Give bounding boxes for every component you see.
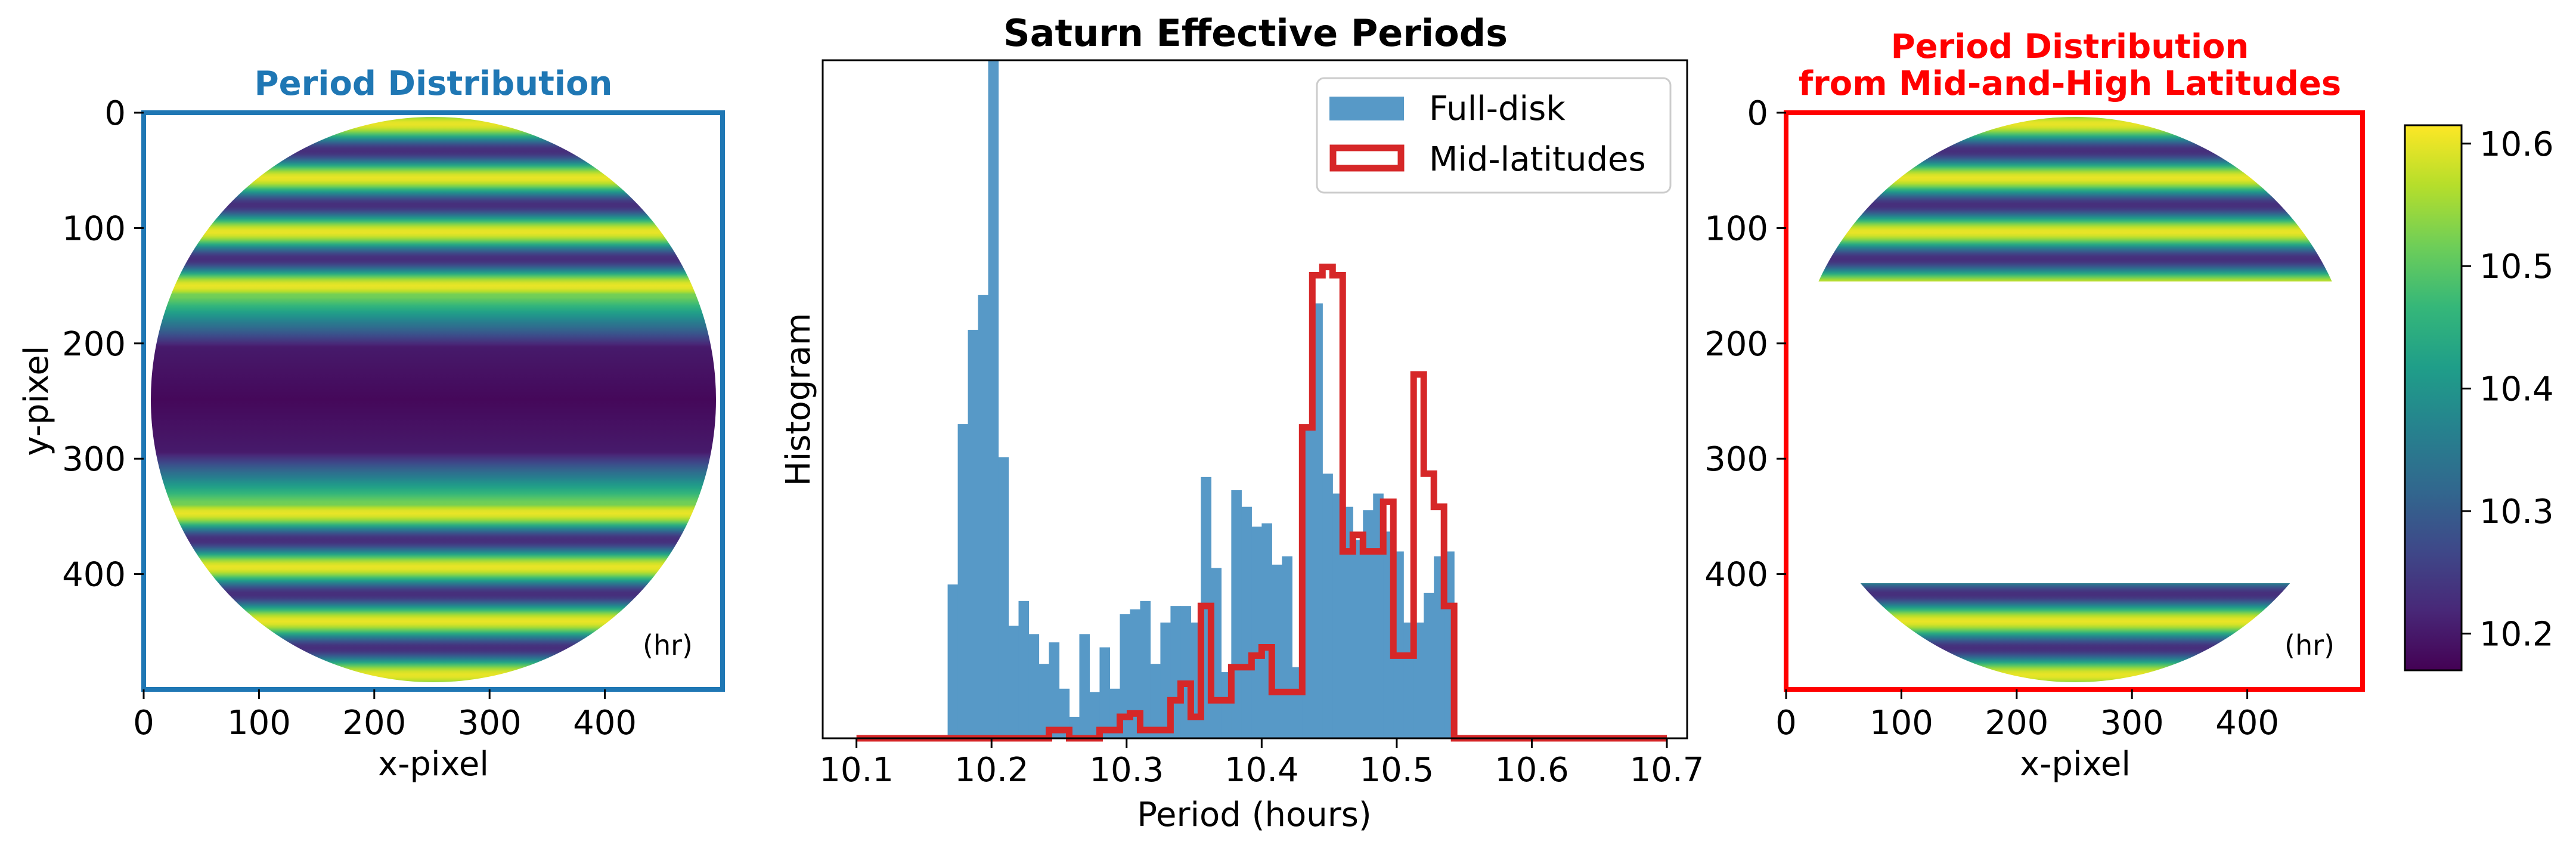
- full-disk-bar: [1424, 592, 1434, 738]
- full-disk-bar: [978, 295, 989, 738]
- full-disk-bar: [1049, 642, 1060, 738]
- x-tick-label: 10.7: [1630, 751, 1704, 790]
- left-ylabel: y-pixel: [17, 346, 56, 456]
- y-tick-label: 100: [62, 209, 126, 248]
- left-title: Period Distribution: [255, 64, 613, 103]
- x-tick-label: 10.1: [819, 751, 894, 790]
- colorbar-tick-label: 10.5: [2479, 247, 2554, 286]
- right-x-ticks: 0 100 200 300 400: [1775, 689, 2279, 742]
- histogram-ylabel: Histogram: [779, 313, 818, 487]
- y-tick-label: 400: [62, 556, 126, 595]
- right-title-line-1: Period Distribution: [1891, 27, 2249, 66]
- x-tick-label: 10.3: [1089, 751, 1164, 790]
- left-xlabel: x-pixel: [378, 745, 489, 784]
- x-tick-label: 0: [133, 704, 154, 742]
- full-disk-bar: [957, 424, 969, 738]
- right-frame: [1784, 110, 2365, 692]
- y-tick-label: 0: [104, 94, 126, 133]
- y-tick-label: 200: [62, 325, 126, 364]
- full-disk-bar: [1059, 688, 1070, 738]
- colorbar-gradient: [2404, 124, 2463, 671]
- colorbar-tick-label: 10.2: [2479, 615, 2554, 654]
- full-disk-bar: [998, 457, 1009, 738]
- left-frame: [141, 110, 725, 692]
- histogram-legend: Full-disk Mid-latitudes: [1316, 77, 1672, 194]
- right-panel: Period Distribution from Mid-and-High La…: [1704, 27, 2365, 784]
- right-y-ticks: 0 100 200 300 400: [1704, 94, 1786, 595]
- full-disk-bar: [947, 584, 959, 738]
- x-tick-label: 400: [2215, 704, 2279, 742]
- full-disk-bar: [1353, 540, 1363, 738]
- full-disk-bar: [1120, 614, 1131, 738]
- x-tick-label: 10.5: [1360, 751, 1434, 790]
- y-tick-label: 100: [1704, 209, 1768, 248]
- legend-box: [1316, 77, 1672, 194]
- full-disk-bar: [1322, 474, 1333, 738]
- full-disk-bar: [1261, 523, 1272, 738]
- y-tick-label: 300: [1704, 440, 1768, 479]
- full-disk-bar: [1039, 664, 1050, 738]
- full-disk-bar: [1140, 601, 1151, 738]
- colorbar-tick-label: 10.6: [2479, 125, 2554, 164]
- full-disk-bar: [968, 330, 979, 738]
- full-disk-bar: [988, 60, 999, 738]
- left-disk: [151, 117, 716, 682]
- x-tick-label: 300: [458, 704, 522, 742]
- legend-label-mid-latitudes: Mid-latitudes: [1429, 140, 1646, 179]
- x-tick-label: 100: [1870, 704, 1933, 742]
- right-xlabel: x-pixel: [2020, 745, 2131, 784]
- legend-swatch-full-disk: [1329, 97, 1404, 120]
- left-unit-label: (hr): [643, 629, 693, 661]
- full-disk-bar: [1343, 506, 1353, 738]
- colorbar-tick-label: 10.3: [2479, 493, 2554, 531]
- full-disk-bar: [1099, 647, 1111, 738]
- full-disk-bar: [1089, 692, 1101, 738]
- y-tick-label: 200: [1704, 325, 1768, 364]
- full-disk-bar: [1028, 634, 1040, 738]
- left-y-ticks: 0 100 200 300 400: [62, 94, 144, 595]
- y-tick-label: 0: [1747, 94, 1768, 133]
- colorbar-ticks: 10.2 10.3 10.4 10.5 10.6: [2462, 125, 2554, 654]
- right-disk: [1793, 117, 2348, 682]
- x-tick-label: 100: [227, 704, 291, 742]
- full-disk-bar: [1282, 556, 1292, 738]
- right-title-line-2: from Mid-and-High Latitudes: [1799, 64, 2342, 103]
- full-disk-bar: [1363, 510, 1374, 738]
- histogram-title: Saturn Effective Periods: [1003, 11, 1508, 55]
- x-tick-label: 10.2: [954, 751, 1029, 790]
- legend-label-full-disk: Full-disk: [1429, 89, 1566, 128]
- x-tick-label: 200: [1985, 704, 2048, 742]
- full-disk-bar: [1018, 601, 1030, 738]
- x-tick-label: 0: [1775, 704, 1797, 742]
- full-disk-bar: [1251, 527, 1262, 738]
- full-disk-bar: [1332, 493, 1343, 738]
- histogram-xlabel: Period (hours): [1137, 796, 1372, 834]
- colorbar-tick-label: 10.4: [2479, 370, 2554, 409]
- left-x-ticks: 0 100 200 300 400: [133, 689, 637, 742]
- y-tick-label: 400: [1704, 556, 1768, 595]
- right-unit-label: (hr): [2284, 629, 2335, 661]
- histogram-frame: [822, 59, 1688, 739]
- full-disk-bar: [1008, 626, 1019, 738]
- full-disk-bar: [1150, 664, 1161, 738]
- x-tick-label: 200: [342, 704, 406, 742]
- colorbar: 10.2 10.3 10.4 10.5 10.6: [2404, 124, 2554, 671]
- x-tick-label: 10.4: [1225, 751, 1299, 790]
- x-tick-label: 10.6: [1495, 751, 1569, 790]
- x-tick-label: 300: [2100, 704, 2164, 742]
- full-disk-bar: [1079, 634, 1090, 738]
- full-disk-bar: [1373, 493, 1384, 738]
- left-panel: Period Distribution 0 100 200 300 400 0 100 20…: [17, 64, 725, 784]
- full-disk-bar: [1241, 506, 1252, 738]
- y-tick-label: 300: [62, 440, 126, 479]
- x-tick-label: 400: [573, 704, 637, 742]
- histogram-x-ticks: 10.1 10.2 10.3 10.4 10.5 10.6 10.7: [819, 738, 1704, 790]
- legend-swatch-mid-latitudes: [1329, 144, 1405, 172]
- full-disk-bar: [1130, 609, 1141, 738]
- histogram-panel: Saturn Effective Periods 10.1 10.2 10.3 10.…: [779, 11, 1704, 834]
